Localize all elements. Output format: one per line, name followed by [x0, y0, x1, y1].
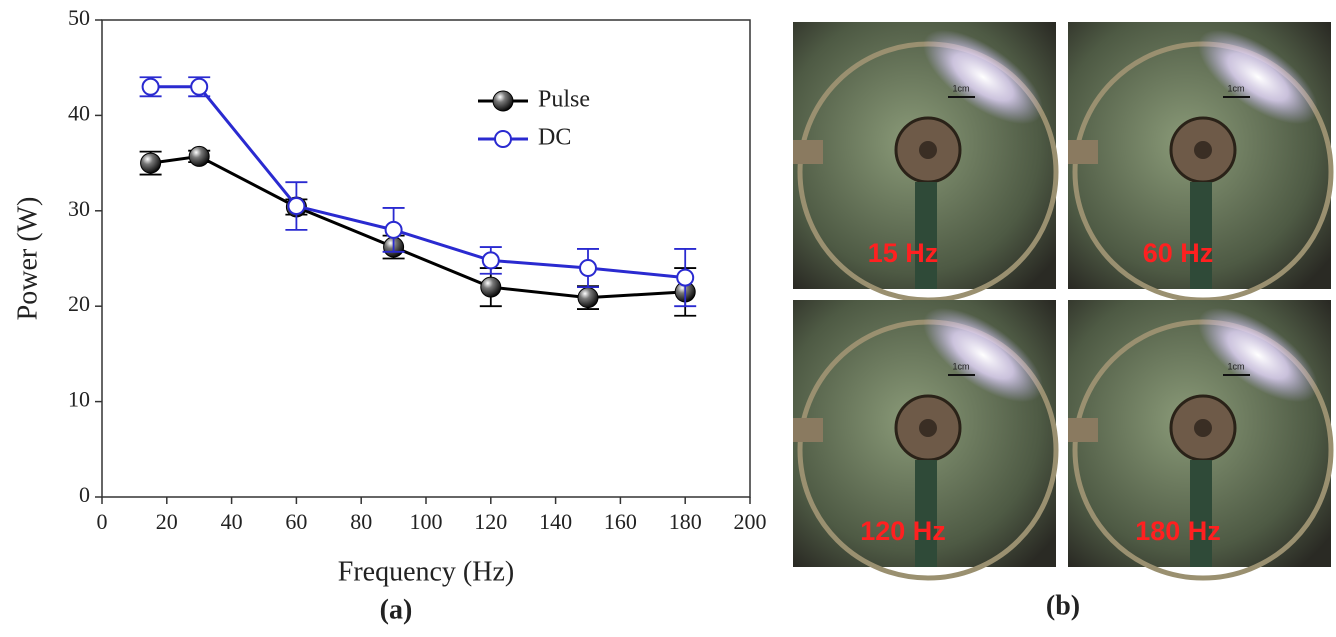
panel-label: (b)	[1046, 590, 1080, 621]
series-line	[150, 85, 686, 280]
side-port	[1068, 418, 1098, 442]
scale-label: 1cm	[952, 83, 969, 93]
side-port	[793, 418, 823, 442]
y-tick-label: 0	[79, 482, 90, 507]
data-point	[141, 77, 160, 96]
photo-label: 60 Hz	[1143, 238, 1214, 268]
plasma-glow	[923, 29, 1043, 125]
data-point	[140, 152, 162, 174]
x-tick-label: 200	[734, 509, 767, 534]
electrode-center	[919, 141, 937, 159]
x-tick-label: 120	[474, 509, 507, 534]
data-point	[481, 251, 500, 270]
electrode-stem	[1190, 460, 1212, 567]
photo: 1cm 60 Hz	[1068, 22, 1334, 303]
data-point	[480, 276, 502, 298]
x-tick-label: 60	[285, 509, 307, 534]
scale-label: 1cm	[1227, 361, 1244, 371]
x-tick-label: 40	[221, 509, 243, 534]
electrode-center	[919, 419, 937, 437]
y-tick-label: 50	[68, 5, 90, 30]
x-tick-label: 20	[156, 509, 178, 534]
data-point	[676, 268, 695, 287]
y-tick-label: 10	[68, 387, 90, 412]
electrode-stem	[915, 460, 937, 567]
x-tick-label: 0	[97, 509, 108, 534]
photo: 1cm 120 Hz	[793, 300, 1059, 581]
data-point	[190, 77, 209, 96]
plasma-glow	[923, 307, 1043, 403]
electrode-stem	[915, 182, 937, 289]
x-axis-title: Frequency (Hz)	[338, 556, 514, 587]
x-tick-label: 180	[669, 509, 702, 534]
photo-label: 180 Hz	[1135, 516, 1221, 546]
electrode-center	[1194, 141, 1212, 159]
data-point	[188, 145, 210, 167]
x-tick-label: 80	[350, 509, 372, 534]
y-tick-label: 40	[68, 100, 90, 125]
data-point	[579, 259, 597, 278]
legend-label: Pulse	[538, 87, 590, 113]
side-port	[1068, 140, 1098, 164]
electrode-stem	[1190, 182, 1212, 289]
legend-label: DC	[538, 125, 571, 151]
photo-label: 15 Hz	[868, 238, 939, 268]
legend-marker	[494, 130, 512, 148]
x-tick-label: 100	[410, 509, 443, 534]
y-tick-label: 30	[68, 196, 90, 221]
y-tick-label: 20	[68, 291, 90, 316]
x-tick-label: 140	[539, 509, 572, 534]
scale-label: 1cm	[952, 361, 969, 371]
data-point	[384, 220, 403, 239]
data-point	[287, 197, 306, 216]
photo: 1cm 15 Hz	[793, 22, 1059, 303]
photo: 1cm 180 Hz	[1068, 300, 1334, 581]
plasma-glow	[1198, 29, 1318, 125]
data-point	[577, 287, 599, 309]
electrode-center	[1194, 419, 1212, 437]
photo-label: 120 Hz	[860, 516, 946, 546]
side-port	[793, 140, 823, 164]
x-tick-label: 160	[604, 509, 637, 534]
plasma-glow	[1198, 307, 1318, 403]
panel-label: (a)	[380, 594, 413, 625]
series-line	[150, 154, 686, 300]
scale-label: 1cm	[1227, 83, 1244, 93]
y-axis-title: Power (W)	[12, 197, 43, 321]
legend-marker	[492, 90, 514, 112]
